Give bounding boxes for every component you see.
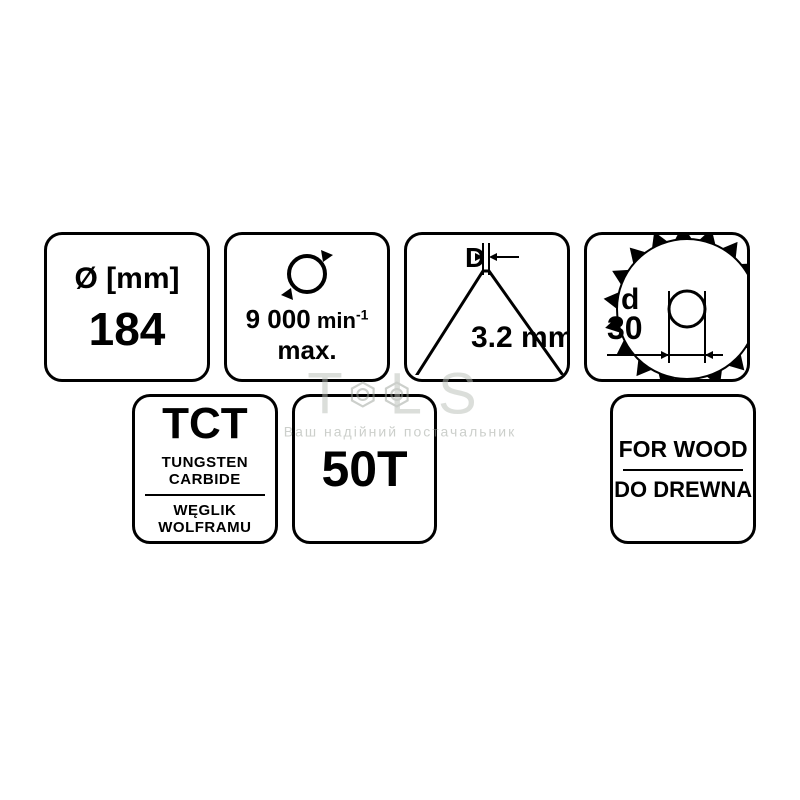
- tile-diameter: Ø [mm] 184: [44, 232, 210, 382]
- spec-grid: Ø [mm] 184 9 000 min-1 max. D: [44, 232, 756, 544]
- diameter-label: Ø [mm]: [75, 262, 180, 296]
- tile-bore: d 30 d 30: [584, 232, 750, 382]
- divider: [145, 494, 265, 496]
- material-line2: DO DREWNA: [614, 477, 752, 502]
- rpm-max: max.: [277, 335, 336, 366]
- svg-text:3.2 mm: 3.2 mm: [471, 321, 567, 354]
- tile-rpm: 9 000 min-1 max.: [224, 232, 390, 382]
- tile-material: FOR WOOD DO DREWNA: [610, 394, 756, 544]
- tile-teeth: 50T: [292, 394, 438, 544]
- tct-title: TCT: [162, 402, 248, 446]
- rpm-value: 9 000 min-1: [246, 304, 369, 335]
- divider: [623, 469, 743, 471]
- row-2: TCT TUNGSTEN CARBIDE WĘGLIK WOLFRAMU 50T…: [132, 394, 756, 544]
- material-line1: FOR WOOD: [619, 436, 748, 462]
- rotation-icon: [277, 248, 337, 302]
- row-1: Ø [mm] 184 9 000 min-1 max. D: [44, 232, 756, 382]
- tile-kerf: D 3.2 mm D 3.2 mm: [404, 232, 570, 382]
- tct-sub2: WĘGLIK WOLFRAMU: [135, 502, 275, 536]
- saw-blade-icon: d 30: [587, 235, 747, 379]
- teeth-value: 50T: [321, 444, 407, 494]
- tct-sub1: TUNGSTEN CARBIDE: [135, 454, 275, 488]
- kerf-icon: D 3.2 mm: [407, 235, 567, 375]
- svg-text:30: 30: [607, 310, 643, 346]
- spacer: [451, 394, 596, 544]
- tile-tct: TCT TUNGSTEN CARBIDE WĘGLIK WOLFRAMU: [132, 394, 278, 544]
- diameter-value: 184: [89, 306, 166, 352]
